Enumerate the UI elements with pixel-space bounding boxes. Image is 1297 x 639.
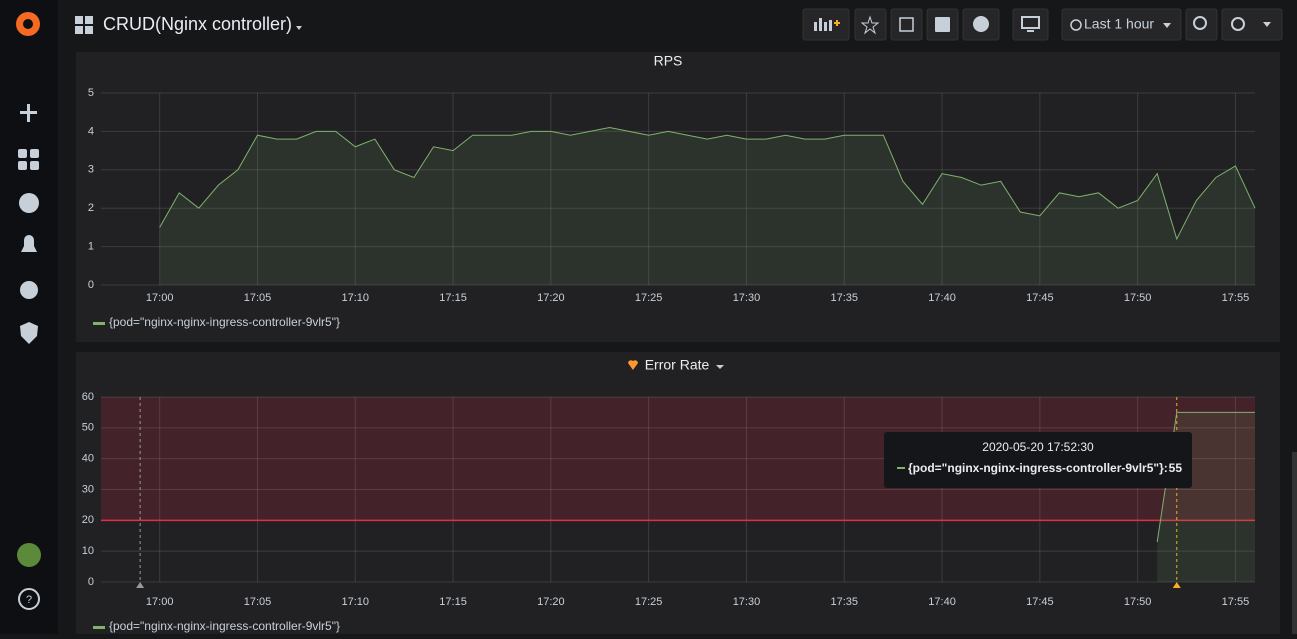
x-tick-label: 17:25: [635, 596, 663, 608]
y-tick-label: 1: [88, 241, 94, 253]
dashboard-icon: [75, 16, 93, 34]
x-tick-label: 17:15: [439, 596, 467, 608]
x-tick-label: 17:00: [146, 292, 174, 304]
tooltip: 2020-05-20 17:52:30 {pod="nginx-nginx-in…: [884, 432, 1192, 488]
sidebar: [0, 0, 58, 634]
x-tick-label: 17:20: [537, 292, 565, 304]
y-tick-label: 50: [82, 422, 94, 434]
tooltip-label: {pod="nginx-nginx-ingress-controller-9vl…: [908, 461, 1168, 475]
x-tick-label: 17:25: [635, 292, 663, 304]
alert-heart: [628, 360, 638, 370]
x-tick-label: 17:10: [342, 292, 370, 304]
y-tick-label: 3: [88, 164, 94, 176]
x-tick-label: 17:50: [1124, 292, 1152, 304]
area-fill: [159, 127, 1255, 285]
tooltip-box: [884, 432, 1192, 488]
y-tick-label: 5: [88, 87, 94, 99]
tooltip-time: 2020-05-20 17:52:30: [982, 440, 1094, 454]
refresh-button[interactable]: [1221, 8, 1283, 41]
x-tick-label: 17:40: [928, 292, 956, 304]
tooltip-value: 55: [1169, 461, 1183, 475]
y-tick-label: 40: [82, 453, 94, 465]
series-line: [159, 127, 1256, 241]
panel-caret: [716, 365, 724, 369]
x-tick-label: 17:40: [928, 596, 956, 608]
legend-label[interactable]: {pod="nginx-nginx-ingress-controller-9vl…: [109, 619, 340, 633]
x-tick-label: 17:45: [1026, 596, 1054, 608]
panel: [76, 352, 1280, 634]
x-tick-label: 17:00: [146, 596, 174, 608]
x-tick-label: 17:20: [537, 596, 565, 608]
legend-swatch: [93, 322, 105, 325]
x-tick-label: 17:10: [342, 596, 370, 608]
y-tick-label: 4: [88, 125, 94, 137]
annotation-marker: [136, 582, 145, 588]
tooltip-swatch: [897, 467, 905, 469]
time-range[interactable]: Last 1 hour: [1084, 16, 1154, 32]
toolbar: [802, 8, 1283, 41]
share-button[interactable]: [890, 8, 923, 41]
x-tick-label: 17:30: [733, 292, 761, 304]
annotation-marker: [1172, 582, 1181, 588]
x-tick-label: 17:55: [1222, 596, 1250, 608]
y-tick-label: 2: [88, 202, 94, 214]
zoom-out-button[interactable]: [1185, 8, 1218, 41]
x-tick-label: 17:35: [830, 292, 858, 304]
time-picker[interactable]: [1061, 8, 1182, 41]
dashboard-title[interactable]: CRUD(Nginx controller): [103, 14, 292, 34]
sidebar-icons[interactable]: [18, 104, 39, 344]
scrollbar: [1292, 452, 1297, 634]
help-icon[interactable]: [18, 588, 40, 610]
y-tick-label: 60: [82, 391, 94, 403]
x-tick-label: 17:35: [830, 596, 858, 608]
y-tick-label: 10: [82, 545, 94, 557]
x-tick-label: 17:05: [244, 596, 272, 608]
y-tick-label: 0: [88, 279, 94, 291]
y-tick-label: 20: [82, 514, 94, 526]
x-tick-label: 17:45: [1026, 292, 1054, 304]
y-tick-label: 30: [82, 483, 94, 495]
title-caret: [296, 26, 302, 30]
grafana-logo[interactable]: [16, 12, 40, 36]
x-tick-label: 17:50: [1124, 596, 1152, 608]
legend-swatch: [93, 626, 105, 629]
toolbar-icons: [814, 15, 1271, 35]
avatar[interactable]: [17, 543, 41, 567]
tv-button[interactable]: [1012, 8, 1049, 41]
x-tick-label: 17:55: [1222, 292, 1250, 304]
legend-label[interactable]: {pod="nginx-nginx-ingress-controller-9vl…: [109, 315, 340, 329]
x-tick-label: 17:15: [439, 292, 467, 304]
star-button[interactable]: [854, 8, 887, 41]
panel-title: RPS: [654, 53, 683, 69]
panel-title: Error Rate: [645, 357, 710, 373]
x-tick-label: 17:05: [244, 292, 272, 304]
help-mark: ?: [26, 594, 32, 606]
y-tick-label: 0: [88, 576, 94, 588]
x-tick-label: 17:30: [733, 596, 761, 608]
